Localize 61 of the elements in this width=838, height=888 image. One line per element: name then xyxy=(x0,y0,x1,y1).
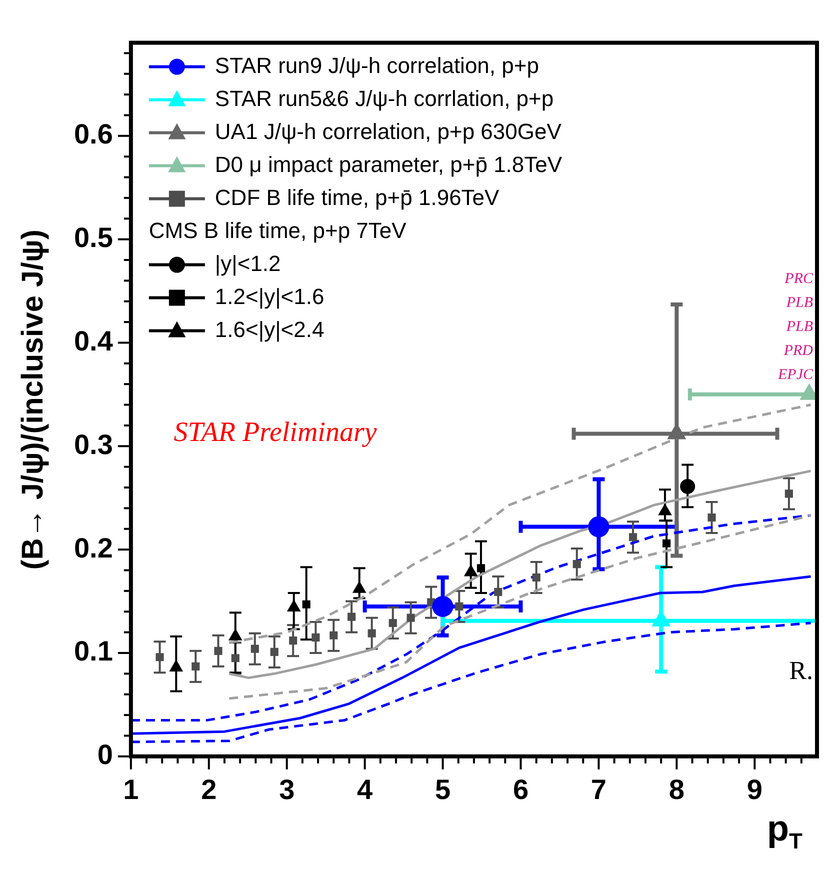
x-tick-label: 9 xyxy=(746,774,762,805)
legend-label: 1.6<|y|<2.4 xyxy=(214,316,324,342)
x-tick-label: 6 xyxy=(512,774,529,805)
point xyxy=(250,644,259,653)
annotation: PLB xyxy=(785,318,813,335)
legend-label: CDF B life time, p+p̄ 1.96TeV xyxy=(214,184,500,210)
y-tick-label: 0.3 xyxy=(74,428,113,460)
point xyxy=(302,600,310,608)
point xyxy=(572,560,581,568)
x-tick-label: 8 xyxy=(668,774,684,805)
point xyxy=(476,564,486,572)
legend-label: UA1 J/ψ-h correlation, p+p 630GeV xyxy=(214,118,562,144)
point xyxy=(231,654,240,662)
legend-label: STAR run5&6 J/ψ-h corrlation, p+p xyxy=(214,86,554,111)
point xyxy=(406,614,415,622)
x-tick-label: 3 xyxy=(279,774,295,805)
line-series xyxy=(130,622,812,744)
annotation: PRD xyxy=(782,342,814,359)
point xyxy=(156,653,164,662)
point xyxy=(784,490,793,498)
point xyxy=(270,648,278,656)
y-tick-label: 0.4 xyxy=(74,325,114,356)
point xyxy=(588,516,610,538)
x-tick-label: 7 xyxy=(590,774,606,805)
point xyxy=(312,633,320,642)
point xyxy=(214,646,222,655)
legend-label: 1.2<|y|<1.6 xyxy=(214,284,324,309)
annotation: EPJC xyxy=(777,366,814,383)
legend-label: D0 μ impact parameter, p+p̄ 1.8TeV xyxy=(214,152,562,177)
x-tick-label: 2 xyxy=(201,774,217,805)
y-axis-title: (B→ J/ψ)/(inclusive J/ψ) xyxy=(16,229,50,570)
legend-title: CMS B life time, p+p 7TeV xyxy=(148,218,407,243)
annotation: PRC xyxy=(784,270,814,287)
point xyxy=(432,596,454,617)
x-tick-label: 5 xyxy=(434,774,451,805)
y-tick-label: 0.5 xyxy=(74,222,113,254)
point xyxy=(348,612,356,621)
point xyxy=(455,602,464,610)
point xyxy=(289,636,298,645)
point xyxy=(708,513,716,522)
point xyxy=(680,478,696,494)
annotation: R. xyxy=(789,656,813,685)
point xyxy=(388,618,397,628)
legend-label: |y|<1.2 xyxy=(214,250,281,276)
point xyxy=(330,631,338,640)
point xyxy=(532,573,540,582)
line-series xyxy=(228,514,812,700)
x-tick-label: 1 xyxy=(123,774,139,805)
point xyxy=(192,662,200,670)
y-tick-label: 0.1 xyxy=(74,636,113,667)
x-tick-label: 4 xyxy=(357,774,374,805)
point xyxy=(662,539,671,548)
annotation: STAR Preliminary xyxy=(174,416,378,448)
point xyxy=(628,533,638,542)
y-tick-label: 0.2 xyxy=(74,532,113,564)
y-tick-label: 0.6 xyxy=(74,118,113,150)
legend-label: STAR run9 J/ψ-h correlation, p+p xyxy=(214,52,539,78)
annotation: PLB xyxy=(785,294,813,311)
y-tick-label: 0 xyxy=(97,739,113,770)
point xyxy=(368,629,376,638)
point xyxy=(494,588,502,596)
